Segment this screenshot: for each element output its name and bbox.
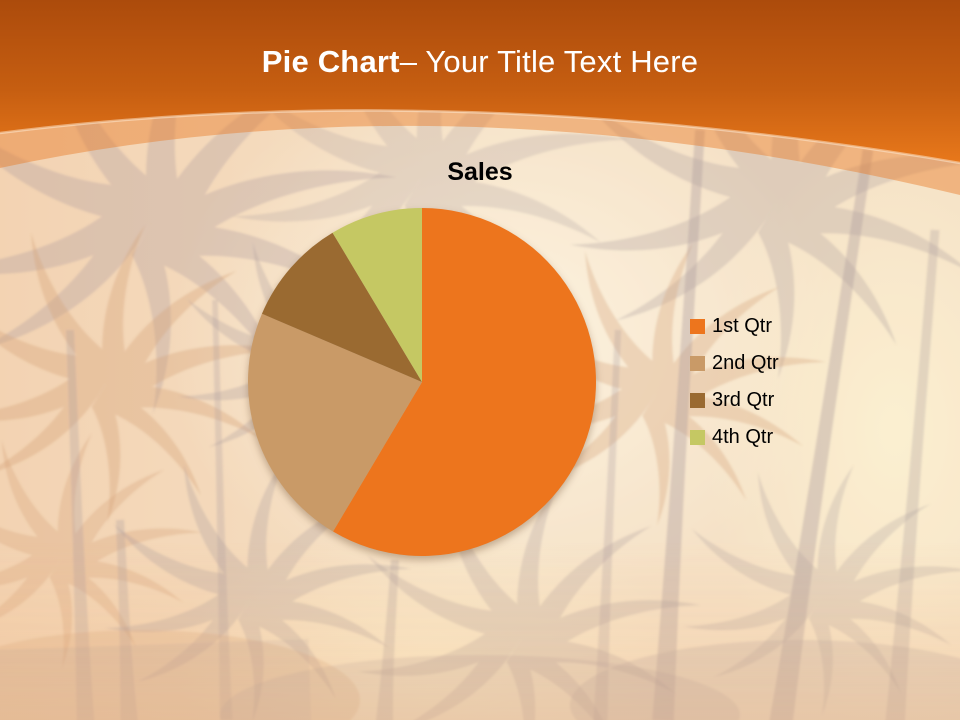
legend-label: 2nd Qtr bbox=[712, 352, 779, 374]
legend-swatch bbox=[690, 356, 705, 371]
slide-title: Pie Chart– Your Title Text Here bbox=[0, 44, 960, 80]
legend-label: 1st Qtr bbox=[712, 315, 773, 337]
slide-title-bold: Pie Chart bbox=[261, 44, 400, 79]
legend-item: 2nd Qtr bbox=[690, 353, 779, 374]
legend-item: 1st Qtr bbox=[690, 316, 779, 337]
chart-legend: 1st Qtr 2nd Qtr 3rd Qtr 4th Qtr bbox=[690, 316, 779, 448]
slide-title-rest: – Your Title Text Here bbox=[399, 44, 699, 79]
legend-swatch bbox=[690, 319, 705, 334]
legend-swatch bbox=[690, 393, 705, 408]
legend-swatch bbox=[690, 430, 705, 445]
chart-title: Sales bbox=[447, 158, 513, 186]
legend-item: 3rd Qtr bbox=[690, 390, 779, 411]
header-arc-highlight bbox=[0, 109, 960, 165]
header-arc-solid bbox=[0, 0, 960, 163]
legend-label: 4th Qtr bbox=[712, 426, 774, 448]
legend-item: 4th Qtr bbox=[690, 427, 779, 448]
legend-label: 3rd Qtr bbox=[712, 389, 775, 411]
header-banner bbox=[0, 0, 960, 195]
